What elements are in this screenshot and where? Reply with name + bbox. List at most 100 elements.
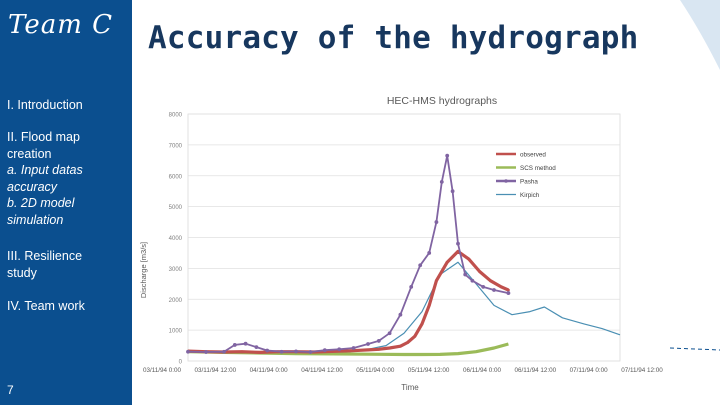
x-axis-label: Time xyxy=(401,383,419,392)
x-tick-label: 06/11/94 0:00 xyxy=(463,367,502,374)
series-point xyxy=(445,260,449,264)
nav-item-label: IV. Team work xyxy=(7,299,85,313)
y-tick-label: 2000 xyxy=(169,298,183,304)
series-point xyxy=(439,180,444,184)
series-point xyxy=(366,342,370,346)
series-point xyxy=(377,347,381,351)
series-point xyxy=(456,241,460,246)
series-point xyxy=(427,251,432,255)
nav-item-team-work[interactable]: IV. Team work xyxy=(7,298,127,315)
series-point xyxy=(499,285,503,289)
series-line-observed xyxy=(187,249,510,354)
series-point xyxy=(258,350,262,354)
series-point xyxy=(467,257,471,261)
x-tick-label: 03/11/94 12:00 xyxy=(195,367,237,374)
y-tick-label: 4000 xyxy=(169,236,183,242)
page-number: 7 xyxy=(7,383,14,397)
series-point xyxy=(351,346,356,350)
series-point xyxy=(254,345,259,350)
series-point xyxy=(413,334,417,338)
legend-label: observed xyxy=(520,152,546,159)
nav-item-introduction[interactable]: I. Introduction xyxy=(7,97,127,114)
x-tick-label: 06/11/94 12:00 xyxy=(515,367,557,374)
hydrograph-chart: 0 1000 2000 3000 4000 5000 6000 7000 8000 03/11/… xyxy=(139,95,663,392)
chart-series xyxy=(186,153,621,357)
legend-marker xyxy=(504,179,508,183)
series-point xyxy=(445,153,450,158)
series-point xyxy=(265,348,270,353)
legend-label: SCS method xyxy=(520,165,556,172)
series-point xyxy=(308,350,313,354)
series-point xyxy=(186,349,190,354)
legend-label: Pasha xyxy=(520,179,538,186)
series-point xyxy=(470,278,475,283)
nav-item-label: study xyxy=(7,265,37,280)
nav-subitem-label: accuracy xyxy=(7,179,58,194)
nav-item-flood-map[interactable]: II. Flood map creation a. Input datas ac… xyxy=(7,129,127,228)
series-point xyxy=(409,285,414,289)
x-tick-label: 04/11/94 12:00 xyxy=(301,367,343,374)
series-point xyxy=(489,279,492,283)
y-tick-label: 8000 xyxy=(169,113,183,119)
y-tick-label: 6000 xyxy=(169,174,183,180)
nav-item-resilience[interactable]: III. Resilience study xyxy=(7,248,127,281)
series-line-pasha xyxy=(187,154,509,353)
y-tick-label: 3000 xyxy=(169,267,183,273)
series-point xyxy=(204,350,208,354)
slide-title: Accuracy of the hydrograph xyxy=(148,20,639,56)
series-point xyxy=(222,349,226,354)
nav-subitem-label: a. Input datas xyxy=(7,163,83,177)
series-point xyxy=(376,339,381,343)
series-point xyxy=(337,347,342,352)
chart-title: HEC-HMS hydrographs xyxy=(387,95,497,107)
chart-grid xyxy=(187,113,621,362)
series-point xyxy=(240,350,244,354)
nav-item-label: creation xyxy=(7,146,52,161)
sidebar: Team C I. Introduction II. Flood map cre… xyxy=(0,0,132,405)
x-tick-label: 07/11/94 12:00 xyxy=(621,367,663,374)
y-tick-label: 0 xyxy=(179,360,183,366)
series-point xyxy=(330,350,334,353)
x-tick-label: 03/11/94 0:00 xyxy=(143,367,182,374)
nav-item-label: I. Introduction xyxy=(7,98,83,112)
series-point xyxy=(388,346,391,350)
x-tick-label: 05/11/94 0:00 xyxy=(356,367,395,374)
series-point xyxy=(456,249,460,253)
y-tick-label: 7000 xyxy=(169,143,183,149)
team-label: Team C xyxy=(8,10,114,40)
series-point xyxy=(434,220,439,224)
series-point xyxy=(506,291,511,295)
series-point xyxy=(420,322,424,326)
series-point xyxy=(348,349,352,353)
x-tick-label: 04/11/94 0:00 xyxy=(250,367,289,374)
chart-legend: observed SCS method Pasha Kirpich xyxy=(496,152,556,199)
series-point xyxy=(322,348,327,353)
series-point xyxy=(492,288,496,292)
series-point xyxy=(507,288,510,292)
series-point xyxy=(399,344,402,348)
series-point xyxy=(481,285,486,289)
nav-item-label: III. Resilience xyxy=(7,249,83,263)
series-point xyxy=(418,263,423,268)
series-point xyxy=(478,270,481,273)
x-axis-ticks: 03/11/94 0:00 03/11/94 12:00 04/11/94 0:00… xyxy=(143,367,663,374)
x-tick-label: 05/11/94 12:00 xyxy=(408,367,450,374)
series-point xyxy=(243,341,248,346)
y-tick-label: 5000 xyxy=(169,205,183,211)
series-point xyxy=(387,331,392,336)
y-axis-ticks: 0 1000 2000 3000 4000 5000 6000 7000 8000 xyxy=(169,113,183,366)
dashed-line xyxy=(669,347,720,351)
legend-label: Kirpich xyxy=(520,192,540,199)
series-point xyxy=(366,348,370,352)
y-tick-label: 1000 xyxy=(169,329,183,335)
series-point xyxy=(279,349,284,354)
series-point xyxy=(398,312,403,317)
x-tick-label: 07/11/94 0:00 xyxy=(570,367,609,374)
decorative-corner xyxy=(669,0,720,351)
nav-subitem-label: b. 2D model xyxy=(7,196,75,210)
nav-item-label: II. Flood map xyxy=(7,130,80,144)
series-point xyxy=(232,343,237,347)
series-point xyxy=(463,272,468,277)
series-point xyxy=(435,279,438,283)
series-point xyxy=(406,341,409,344)
